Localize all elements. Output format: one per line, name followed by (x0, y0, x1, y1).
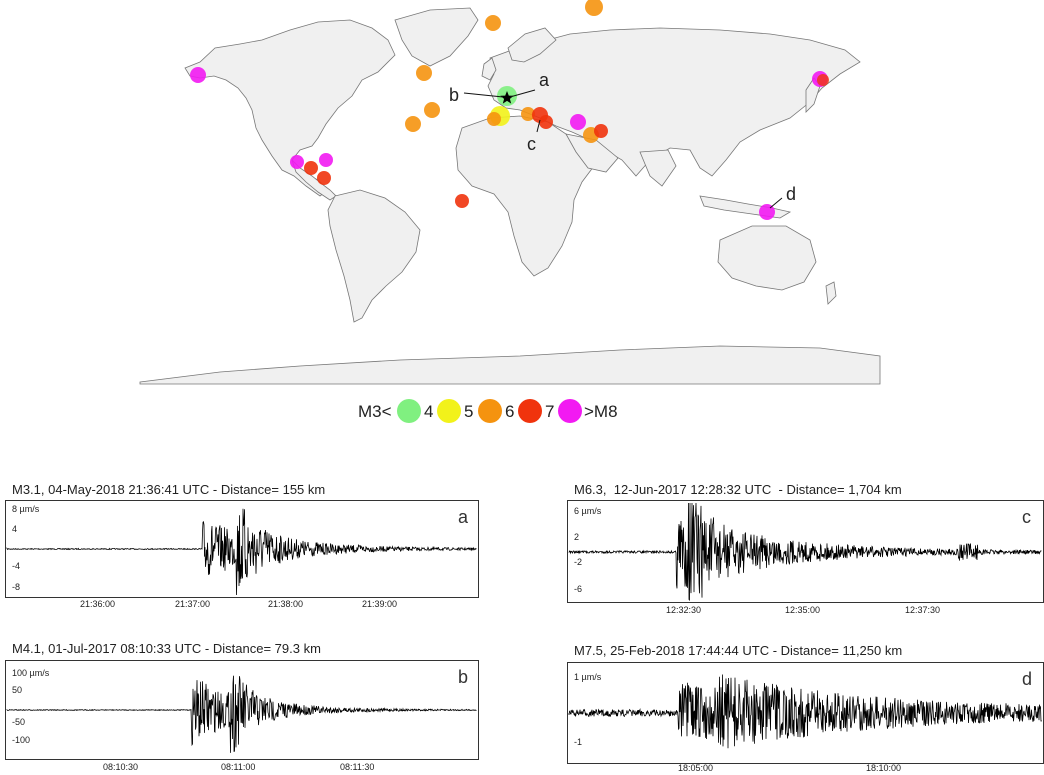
panel-a-trace (6, 508, 477, 596)
panel-d-plot: 1 µm/s -1 d (568, 669, 1042, 749)
land-south-america (327, 189, 421, 323)
panel-a-plot: 8 µm/s 4 -4 -8 a (6, 504, 477, 596)
land-greenland (394, 7, 479, 67)
quake-m6-greece (521, 107, 535, 121)
panel-c-plot: 6 µm/s 2 -2 -6 c (568, 502, 1042, 601)
quake-m8-caribbean (319, 153, 333, 167)
land-north-america (184, 19, 396, 197)
legend-swatch-5 (437, 399, 461, 423)
land-new-zealand (825, 281, 837, 305)
legend-swatch-8 (558, 399, 582, 423)
marker-d: d (786, 184, 796, 204)
legend-lead: M3< (358, 402, 392, 421)
panel-d-trace (568, 674, 1042, 749)
panel-d-xtick-1: 18:05:00 (678, 763, 714, 773)
quake-m6-atlantic-4 (424, 102, 440, 118)
station-star-icon (500, 91, 514, 104)
panel-a-xtick-3: 21:38:00 (268, 599, 304, 609)
panel-c-xtick-2: 12:35:00 (785, 605, 821, 615)
land-masses (139, 7, 881, 385)
panel-c-xtick-3: 12:37:30 (905, 605, 941, 615)
panel-a-title: M3.1, 04-May-2018 21:36:41 UTC - Distanc… (12, 482, 326, 497)
seismogram-panel-c: 6 µm/s 2 -2 -6 c (567, 500, 1044, 603)
panel-b-xtick-1: 08:10:30 (103, 762, 139, 772)
quake-m8-iran (570, 114, 586, 130)
seismogram-panel-b: 100 µm/s 50 -50 -100 b (5, 660, 479, 760)
panel-a-xtick-2: 21:37:00 (175, 599, 211, 609)
panel-a-xaxis: 21:36:00 21:37:00 21:38:00 21:39:00 (5, 599, 477, 613)
legend-swatch-4 (397, 399, 421, 423)
panel-c-xtick-1: 12:32:30 (666, 605, 702, 615)
panel-b-letter: b (458, 667, 468, 687)
legend-label-4: 4 (424, 402, 433, 421)
legend-label-6: 6 (505, 402, 514, 421)
legend-swatch-7 (518, 399, 542, 423)
quake-m8-papua (759, 204, 775, 220)
panel-a-letter: a (458, 507, 469, 527)
quake-m8-alaska (190, 67, 206, 83)
quake-m6-north-atlantic-1 (485, 15, 501, 31)
panel-a-xtick-4: 21:39:00 (362, 599, 398, 609)
panel-d-letter: d (1022, 669, 1032, 689)
panel-c-ytick-2: -2 (574, 557, 582, 567)
seismogram-panel-d: 1 µm/s -1 d (567, 662, 1044, 764)
panel-d-title: M7.5, 25-Feb-2018 17:44:44 UTC - Distanc… (574, 643, 903, 658)
land-indonesia (699, 195, 792, 219)
panel-b-plot: 100 µm/s 50 -50 -100 b (6, 667, 477, 753)
panel-c-trace (568, 502, 1042, 601)
panel-c-ytick-3: -6 (574, 584, 582, 594)
quake-m7-south-atlantic (455, 194, 469, 208)
legend-label-7: 7 (545, 402, 554, 421)
land-australia (717, 225, 817, 291)
panel-a-ytick-3: -8 (12, 582, 20, 592)
quake-m6-atlantic-5 (405, 116, 421, 132)
marker-b: b (449, 85, 459, 105)
world-map: a b c d M3< 4 5 6 7 >M8 (139, 0, 881, 423)
legend-label-5: 5 (464, 402, 473, 421)
marker-a: a (539, 70, 550, 90)
panel-b-xtick-2: 08:11:00 (221, 762, 256, 772)
marker-leaders (463, 89, 783, 209)
land-antarctica (139, 345, 881, 385)
panel-b-unit-label: 100 µm/s (12, 668, 50, 678)
panel-d-xtick-2: 18:10:00 (866, 763, 902, 773)
panel-b-ytick-1: 50 (12, 685, 22, 695)
panel-d-ytick-1: -1 (574, 737, 582, 747)
panel-d-xaxis: 18:05:00 18:10:00 (567, 763, 1042, 775)
panel-a-ytick-2: -4 (12, 561, 20, 571)
land-africa (455, 115, 595, 277)
seismogram-panel-a: 8 µm/s 4 -4 -8 a (5, 500, 479, 598)
panel-b-title: M4.1, 01-Jul-2017 08:10:33 UTC - Distanc… (12, 641, 321, 656)
legend-label-8: >M8 (584, 402, 618, 421)
quake-m6-atlantic-3 (416, 65, 432, 81)
panel-c-xaxis: 12:32:30 12:35:00 12:37:30 (567, 605, 1042, 619)
quake-m7-turkey (539, 115, 553, 129)
land-uk (481, 57, 497, 81)
quake-m7-pakistan (594, 124, 608, 138)
panel-b-xtick-3: 08:11:30 (340, 762, 375, 772)
quake-m6-iberia (487, 112, 501, 126)
quake-m6-north-atlantic-2 (585, 0, 603, 16)
quake-m7-guatemala (304, 161, 318, 175)
panel-c-ytick-1: 2 (574, 532, 579, 542)
marker-c: c (527, 134, 536, 154)
land-india (639, 149, 677, 187)
panel-d-unit-label: 1 µm/s (574, 672, 602, 682)
quake-m7-japan (817, 74, 829, 86)
panel-b-ytick-2: -50 (12, 717, 25, 727)
quake-m8-mexico (290, 155, 304, 169)
panel-a-ytick-1: 4 (12, 524, 17, 534)
panel-c-letter: c (1022, 507, 1031, 527)
panel-b-trace (6, 675, 477, 753)
panel-b-ytick-3: -100 (12, 735, 30, 745)
legend-swatch-6 (478, 399, 502, 423)
panel-b-xaxis: 08:10:30 08:11:00 08:11:30 (5, 762, 477, 775)
quake-m7-central-america (317, 171, 331, 185)
panel-a-unit-label: 8 µm/s (12, 504, 40, 514)
magnitude-legend: M3< 4 5 6 7 >M8 (358, 399, 618, 423)
panel-c-title: M6.3, 12-Jun-2017 12:28:32 UTC - Distanc… (574, 482, 902, 497)
land-scandinavia (507, 27, 557, 63)
panel-c-unit-label: 6 µm/s (574, 506, 602, 516)
panel-a-xtick-1: 21:36:00 (80, 599, 116, 609)
